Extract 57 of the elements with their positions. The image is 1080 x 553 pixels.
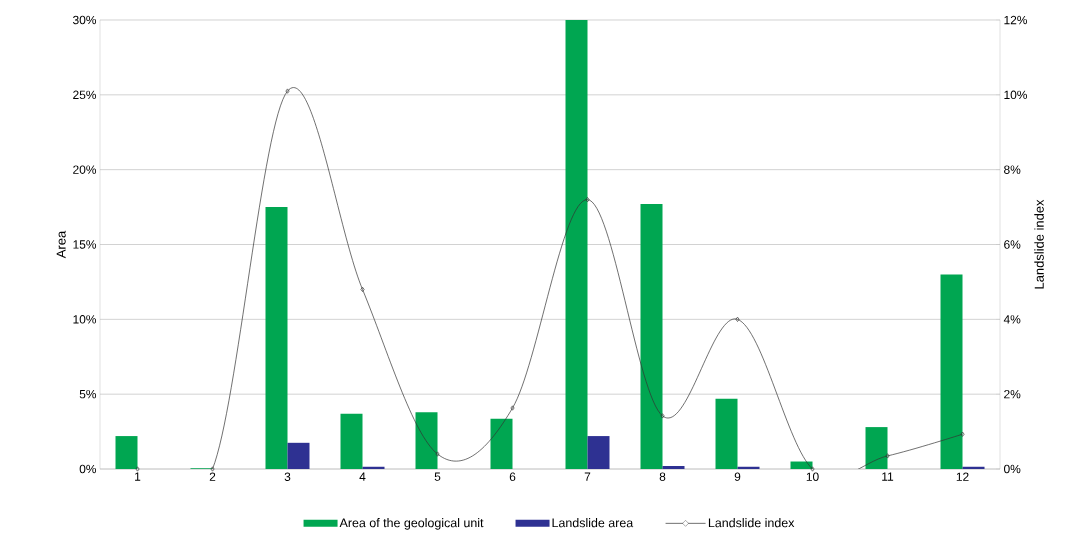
x-tick-label: 11 xyxy=(882,472,894,481)
bar xyxy=(940,274,963,469)
x-tick-label: 4 xyxy=(359,472,366,481)
point xyxy=(585,197,590,203)
y2-tick-label: 4% xyxy=(1003,315,1021,324)
point xyxy=(735,316,740,322)
x-tick-label: 8 xyxy=(659,472,666,481)
y-tick-label: 25% xyxy=(73,90,97,100)
x-tick-label: 7 xyxy=(584,472,591,481)
x-tick-label: 3 xyxy=(284,472,291,481)
y-axis-title: Area xyxy=(56,230,66,259)
bar xyxy=(715,398,738,469)
bar xyxy=(265,207,288,469)
y-tick-label: 0% xyxy=(79,464,97,474)
y-tick-label: 30% xyxy=(73,15,97,25)
y2-axis-title: Landslide index xyxy=(1034,199,1044,289)
bar xyxy=(490,418,513,469)
x-tick-label: 6 xyxy=(509,472,516,481)
bar xyxy=(662,466,685,469)
y2-tick-label: 6% xyxy=(1004,240,1021,249)
point xyxy=(360,286,365,292)
bar xyxy=(587,436,610,469)
x-tick-label: 9 xyxy=(734,472,741,481)
y2-tick-label: 8% xyxy=(1004,165,1021,174)
bar xyxy=(287,442,310,469)
point xyxy=(885,453,890,459)
x-tick-label: 2 xyxy=(209,472,216,481)
point xyxy=(285,88,290,94)
bar xyxy=(115,436,138,469)
y-tick-label: 5% xyxy=(79,389,97,399)
bar xyxy=(737,466,760,469)
point xyxy=(210,466,215,472)
legend-label: Landslide index xyxy=(708,518,795,528)
x-tick-label: 1 xyxy=(135,472,141,481)
y2-tick-label: 2% xyxy=(1004,389,1021,399)
bar xyxy=(640,204,663,469)
point xyxy=(660,413,665,419)
x-tick-label: 10 xyxy=(806,472,819,481)
bar xyxy=(340,413,363,469)
point xyxy=(435,451,440,457)
point xyxy=(810,466,815,472)
bar xyxy=(415,412,438,469)
y-tick-label: 20% xyxy=(73,165,97,174)
y2-tick-label: 10% xyxy=(1004,90,1028,100)
bar xyxy=(865,427,888,469)
bar xyxy=(362,466,385,469)
y-tick-label: 15% xyxy=(73,240,97,249)
bar xyxy=(962,466,985,469)
legend-label: Area of the geological unit xyxy=(339,518,484,530)
y2-tick-label: 12% xyxy=(1004,15,1028,25)
y-tick-label: 10% xyxy=(73,315,97,324)
x-tick-label: 12 xyxy=(956,472,969,481)
bar xyxy=(565,20,588,469)
x-tick-label: 5 xyxy=(434,472,441,481)
point xyxy=(510,405,515,411)
y2-tick-label: 0% xyxy=(1004,464,1021,474)
legend-label: Landslide area xyxy=(552,518,634,528)
